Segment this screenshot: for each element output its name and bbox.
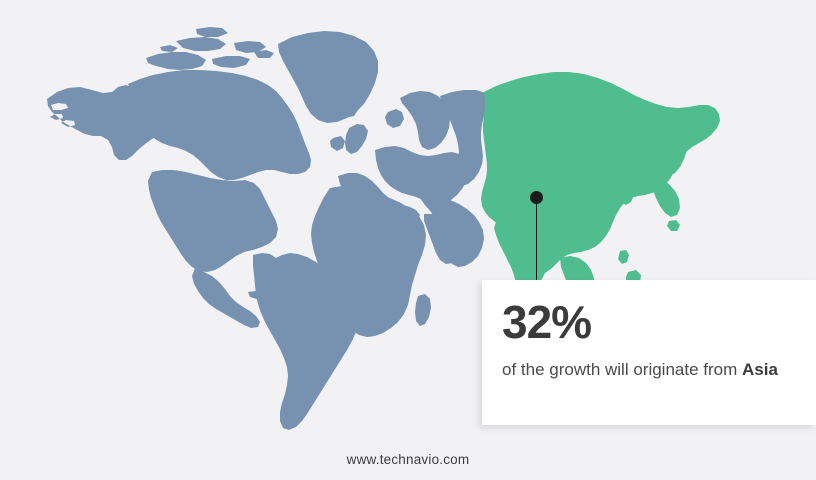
region-alaska <box>47 85 163 160</box>
world-map-svg <box>47 27 722 430</box>
map-regions-default <box>47 27 721 430</box>
region-usa <box>148 170 278 272</box>
region-europe-west <box>375 146 468 204</box>
callout-body-text: of the growth will originate from Asia <box>502 356 782 383</box>
region-greenland <box>278 31 378 123</box>
callout-percent: 32% <box>502 296 592 348</box>
region-russia-west <box>440 90 489 186</box>
world-map-container <box>47 27 722 430</box>
region-canada <box>128 70 311 180</box>
callout-body-prefix: of the growth will originate from <box>502 360 742 379</box>
callout-body-region: Asia <box>742 360 778 379</box>
footer-url: www.technavio.com <box>346 452 470 467</box>
region-sakhalin <box>645 138 658 163</box>
region-scandinavia <box>385 91 450 150</box>
region-asia-main <box>481 72 720 275</box>
region-taiwan <box>618 250 629 264</box>
region-africa <box>311 186 426 337</box>
region-mexico-central-america <box>192 268 260 328</box>
asia-marker-dot <box>530 191 543 204</box>
callout-box: 32% of the growth will originate from As… <box>482 280 816 425</box>
region-iceland <box>329 104 358 118</box>
region-uk-ireland <box>330 124 368 154</box>
region-korea <box>619 183 634 205</box>
region-kamchatka <box>663 132 687 176</box>
region-madagascar <box>415 294 431 326</box>
region-japan <box>644 159 680 231</box>
region-south-america <box>253 253 358 430</box>
region-arctic-islands <box>146 27 274 70</box>
leader-line <box>536 200 537 300</box>
region-arabia <box>424 214 462 264</box>
